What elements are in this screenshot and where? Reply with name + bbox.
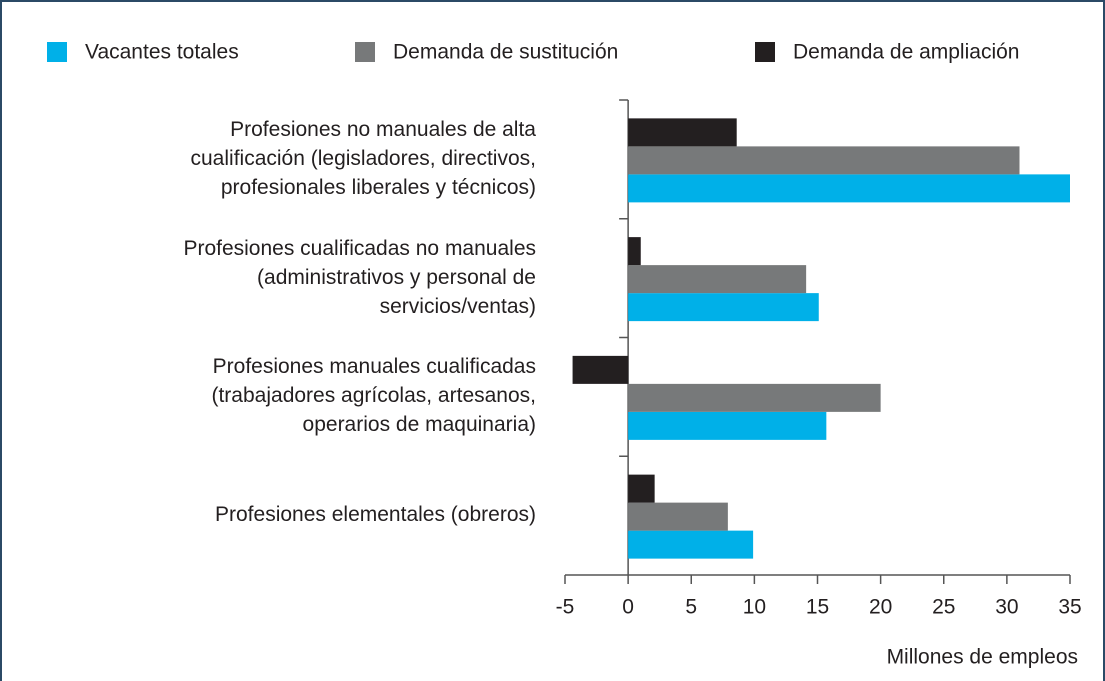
bar <box>628 237 641 266</box>
x-tick-label: 20 <box>869 596 892 619</box>
legend-label: Vacantes totales <box>85 41 239 64</box>
legend-label: Demanda de sustitución <box>393 41 618 64</box>
bar <box>628 174 1070 203</box>
x-tick-label: 30 <box>995 596 1018 619</box>
x-tick-label: 15 <box>806 596 829 619</box>
category-label: Profesiones manuales cualificadas (traba… <box>211 355 536 437</box>
x-tick-label: -5 <box>556 596 575 619</box>
x-tick-label: 35 <box>1058 596 1081 619</box>
x-tick-label: 10 <box>743 596 766 619</box>
category-label: Profesiones no manuales de alta cualific… <box>190 117 537 199</box>
bar <box>628 293 819 322</box>
bar <box>628 411 827 440</box>
legend-swatch <box>47 42 67 62</box>
legend-swatch <box>755 42 775 62</box>
bar <box>628 474 655 503</box>
x-axis-label: Millones de empleos <box>887 646 1078 669</box>
bar <box>628 502 728 531</box>
x-tick-label: 0 <box>622 596 634 619</box>
bar <box>628 383 881 412</box>
bar <box>628 530 754 559</box>
x-tick-label: 25 <box>932 596 955 619</box>
bar <box>628 265 807 294</box>
legend-label: Demanda de ampliación <box>793 41 1019 64</box>
bar <box>628 118 737 147</box>
category-label: Profesiones elementales (obreros) <box>215 503 536 527</box>
x-tick-label: 5 <box>685 596 697 619</box>
bar <box>628 146 1020 175</box>
legend-swatch <box>355 42 375 62</box>
bar <box>572 355 629 384</box>
category-label: Profesiones cualificadas no manuales (ad… <box>183 236 536 318</box>
